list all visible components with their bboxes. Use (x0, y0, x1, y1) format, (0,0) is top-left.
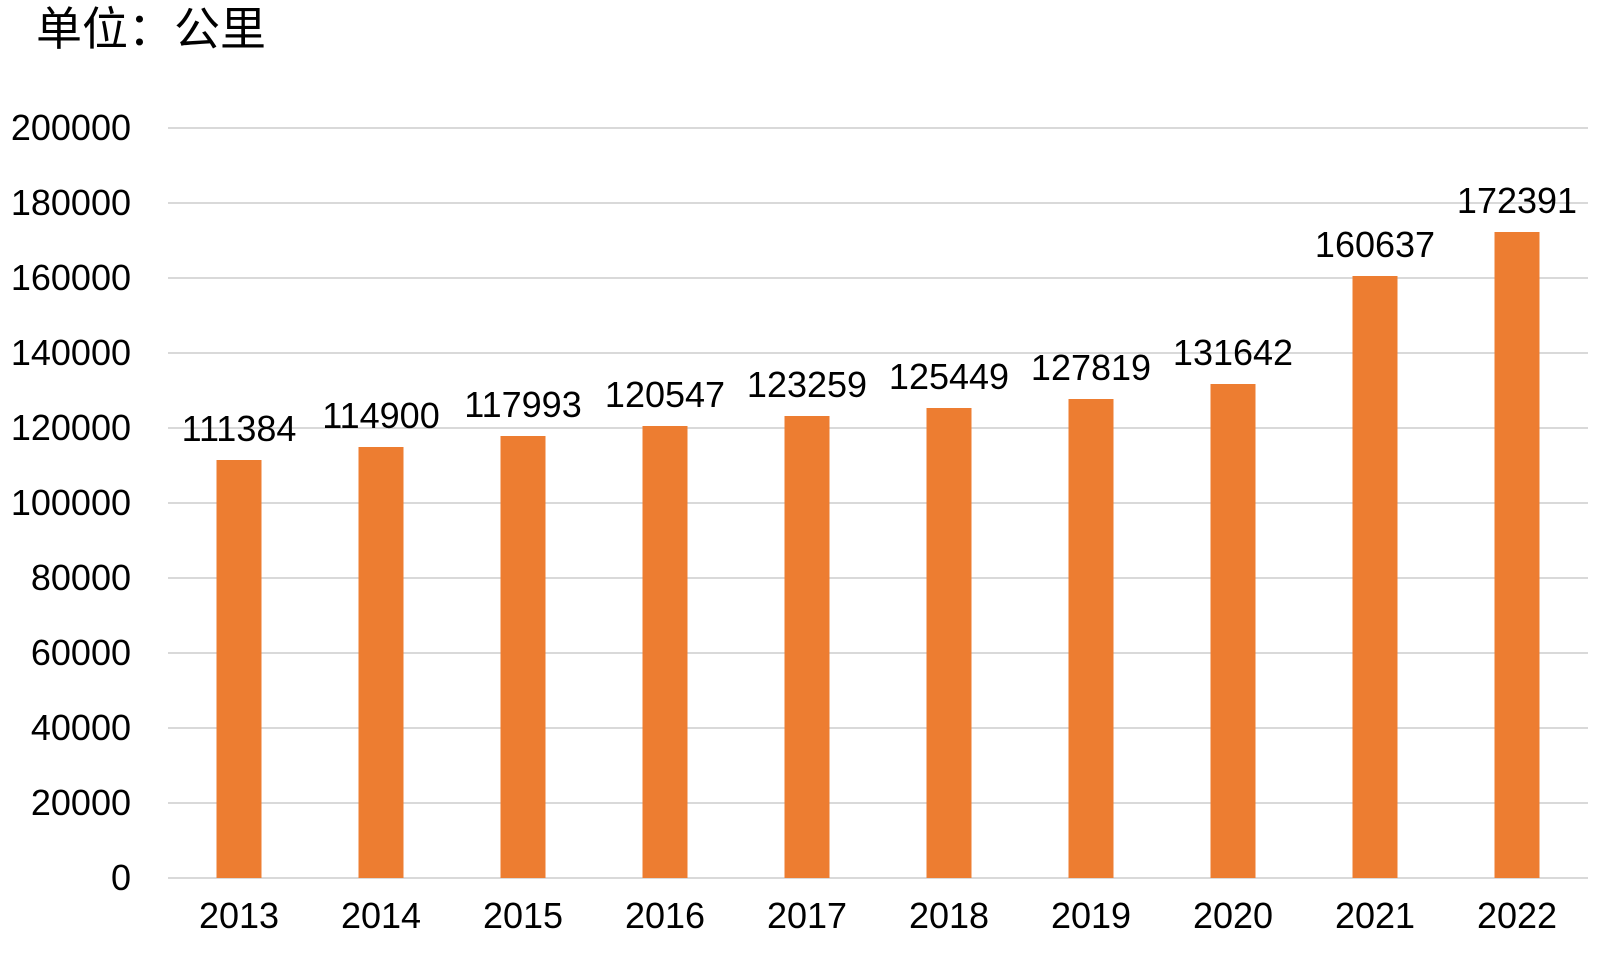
bar-value-label: 123259 (746, 363, 868, 405)
y-axis-tick-label: 60000 (30, 632, 131, 673)
x-axis-tick-label: 2022 (1476, 895, 1558, 936)
bar (784, 415, 830, 878)
bar-slot: 120547 (594, 128, 736, 878)
bar (1210, 384, 1256, 878)
y-axis-tick-label: 40000 (30, 707, 131, 748)
bar-slot: 160637 (1304, 128, 1446, 878)
y-axis-tick-label: 0 (110, 857, 131, 898)
x-axis-tick-label: 2015 (482, 895, 564, 936)
y-axis: 0 20000 40000 60000 80000 100000 120000 140000 1… (0, 110, 131, 896)
x-axis-tick-label: 2013 (198, 895, 280, 936)
bar (926, 407, 972, 878)
bar-value-label: 172391 (1456, 179, 1578, 221)
bar (642, 425, 688, 878)
bar-value-label: 125449 (888, 355, 1010, 397)
y-axis-tick-label: 120000 (10, 407, 131, 448)
gridline (168, 802, 1588, 804)
bar-slot: 114900 (310, 128, 452, 878)
x-axis-tick-label: 2017 (766, 895, 848, 936)
gridline (168, 202, 1588, 204)
gridline (168, 427, 1588, 429)
gridline (168, 652, 1588, 654)
x-axis-tick-label: 2016 (624, 895, 706, 936)
x-axis-tick-label: 2020 (1192, 895, 1274, 936)
gridline (168, 877, 1588, 879)
x-axis: 2013 2014 2015 2016 2017 2018 2019 2020 2021 2022 (168, 896, 1588, 946)
gridline (168, 502, 1588, 504)
bar-slot: 125449 (878, 128, 1020, 878)
y-axis-tick-label: 200000 (10, 107, 131, 148)
bar-slot: 117993 (452, 128, 594, 878)
bar (358, 447, 404, 878)
bar (1068, 398, 1114, 878)
x-axis-tick-label: 2014 (340, 895, 422, 936)
gridline (168, 577, 1588, 579)
x-axis-tick-label: 2019 (1050, 895, 1132, 936)
gridline (168, 277, 1588, 279)
y-axis-tick-label: 140000 (10, 332, 131, 373)
y-axis-tick-label: 20000 (30, 782, 131, 823)
unit-label: 单位：公里 (36, 3, 266, 55)
x-axis-tick-label: 2021 (1334, 895, 1416, 936)
bar-value-label: 131642 (1172, 332, 1294, 374)
gridline (168, 727, 1588, 729)
y-axis-tick-label: 80000 (30, 557, 131, 598)
gridline (168, 352, 1588, 354)
bar-value-label: 127819 (1030, 346, 1152, 388)
bar (216, 460, 262, 878)
bar-slot: 111384 (168, 128, 310, 878)
bar-value-label: 117993 (464, 383, 582, 425)
bar-slot: 127819 (1020, 128, 1162, 878)
bar-value-label: 160637 (1314, 223, 1436, 265)
bar-slot: 123259 (736, 128, 878, 878)
bar (500, 435, 546, 878)
plot-area: 111384 114900 117993 120547 123259 125449 1278… (168, 127, 1588, 879)
bar-value-label: 111384 (181, 408, 297, 450)
bar-value-label: 114900 (322, 395, 440, 437)
y-axis-tick-label: 180000 (10, 182, 131, 223)
gridline (168, 127, 1588, 129)
x-axis-tick-label: 2018 (908, 895, 990, 936)
bar-value-label: 120547 (604, 373, 726, 415)
bar (1352, 275, 1398, 878)
y-axis-tick-label: 160000 (10, 257, 131, 298)
bar-slot: 172391 (1446, 128, 1588, 878)
bar-slot: 131642 (1162, 128, 1304, 878)
bar (1494, 231, 1540, 878)
y-axis-tick-label: 100000 (10, 482, 131, 523)
